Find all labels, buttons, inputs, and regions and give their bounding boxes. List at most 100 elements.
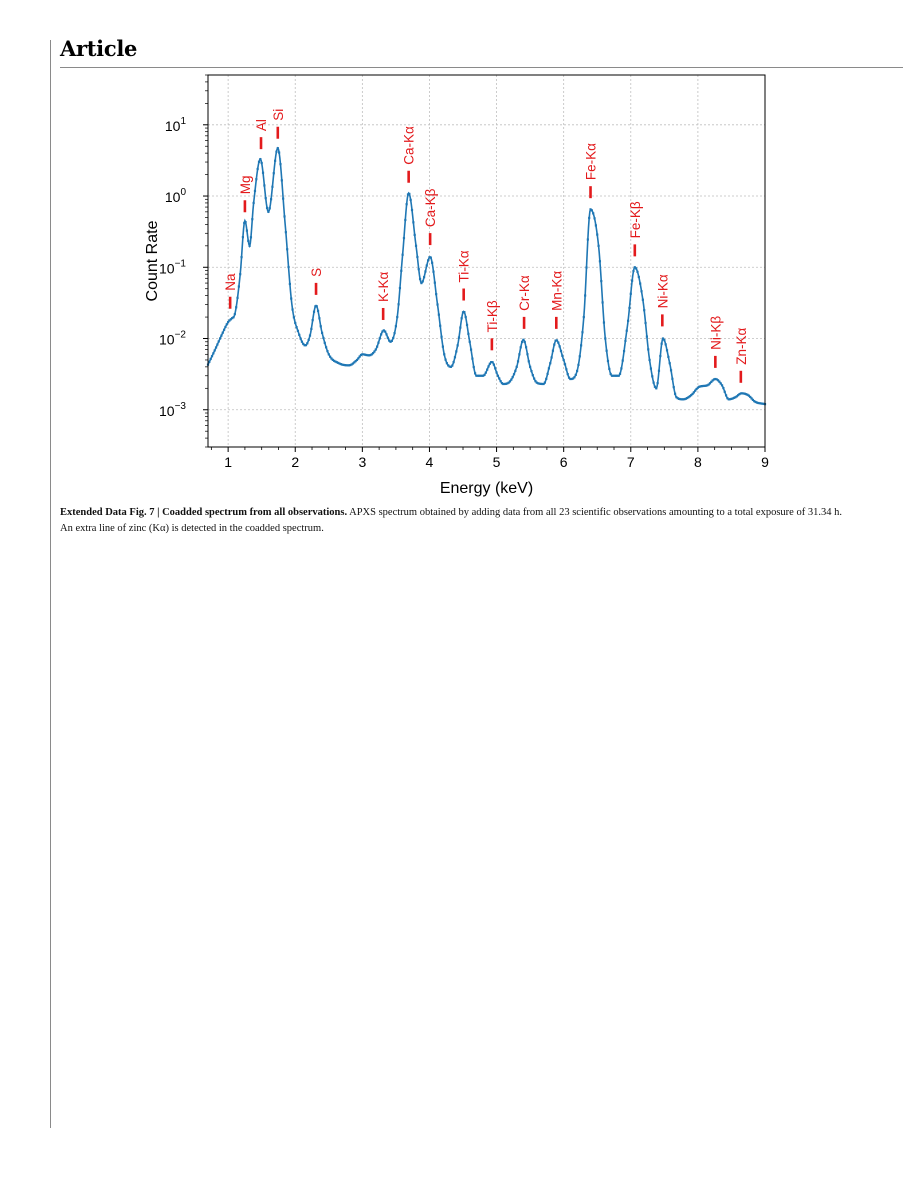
spectrum-point	[622, 349, 626, 353]
spectrum-point	[715, 378, 718, 381]
spectrum-point	[699, 385, 702, 388]
spectrum-point	[214, 346, 218, 349]
spectrum-point	[647, 348, 650, 351]
spectrum-point	[604, 337, 607, 340]
spectrum-point	[688, 395, 691, 398]
spectrum-point	[671, 377, 674, 380]
spectrum-point	[310, 327, 313, 331]
spectrum-point	[397, 303, 400, 306]
spectrum-point	[746, 393, 749, 396]
spectrum-point	[299, 337, 302, 340]
spectrum-point	[669, 369, 673, 372]
spectrum-point	[531, 374, 534, 377]
spectrum-point	[637, 275, 640, 279]
spectrum-point	[578, 355, 581, 358]
spectrum-point	[240, 256, 243, 259]
spectrum-point	[722, 387, 725, 390]
spectrum-point	[557, 341, 560, 344]
spectrum-point	[354, 360, 357, 363]
spectrum-point	[483, 373, 486, 376]
annotation-label: Si	[271, 109, 286, 121]
spectrum-line	[207, 146, 766, 405]
spectrum-point	[529, 365, 532, 368]
spectrum-point	[565, 368, 568, 371]
spectrum-point	[605, 349, 608, 352]
spectrum-point	[686, 396, 689, 400]
spectrum-point	[412, 221, 415, 224]
spectrum-point	[361, 353, 364, 356]
spectrum-point	[570, 377, 573, 381]
spectrum-point	[567, 376, 571, 379]
y-tick-label: 10−2	[159, 330, 186, 348]
spectrum-point	[679, 398, 682, 401]
spectrum-point	[257, 160, 261, 163]
spectrum-point	[716, 379, 720, 382]
spectrum-point	[643, 309, 646, 312]
spectrum-point	[702, 384, 705, 388]
line-annotation: Fe-Kβ	[628, 201, 643, 257]
spectrum-point	[327, 353, 330, 356]
spectrum-point	[359, 353, 363, 357]
line-annotation: Na	[223, 273, 238, 309]
spectrum-point	[366, 354, 369, 357]
margin-rule	[50, 40, 51, 1128]
annotation-label: Zn-Kα	[734, 328, 749, 365]
annotation-label: S	[309, 268, 324, 277]
spectrum-point	[410, 208, 414, 212]
spectrum-point	[473, 372, 477, 375]
spectrum-point	[618, 372, 622, 375]
spectrum-point	[683, 398, 686, 401]
spectrum-point	[737, 394, 740, 397]
spectrum-point	[453, 356, 457, 359]
spectrum-point	[664, 343, 667, 346]
spectrum-point	[341, 363, 344, 366]
spectrum-point	[563, 363, 567, 366]
spectrum-point	[444, 358, 447, 361]
spectrum-point	[367, 354, 371, 357]
spectrum-point	[431, 261, 434, 264]
spectrum-point	[334, 360, 337, 363]
spectrum-point	[675, 396, 678, 399]
spectrum-point	[323, 341, 326, 344]
spectrum-point	[290, 297, 293, 300]
spectrum-point	[268, 207, 271, 210]
spectrum-point	[476, 374, 479, 377]
spectrum-point	[523, 340, 526, 344]
spectrum-point	[534, 380, 537, 383]
figure-caption: Extended Data Fig. 7 | Coadded spectrum …	[60, 505, 850, 537]
spectrum-point	[663, 339, 666, 342]
x-tick-label: 3	[358, 454, 366, 470]
spectrum-point	[463, 311, 466, 314]
spectrum-point	[280, 179, 283, 182]
spectrum-point	[484, 371, 487, 374]
spectrum-point	[581, 331, 584, 334]
spectrum-point	[498, 377, 501, 380]
annotation-label: Ca-Kβ	[423, 188, 438, 227]
spectrum-point	[216, 343, 219, 346]
spectrum-point	[400, 269, 403, 272]
spectrum-point	[569, 377, 572, 381]
spectrum-point	[585, 266, 588, 269]
spectrum-point	[558, 345, 561, 348]
spectrum-point	[221, 331, 224, 334]
spectrum-point	[575, 369, 579, 373]
spectrum-point	[286, 248, 289, 251]
spectrum-point	[582, 315, 585, 319]
spectrum-point	[212, 352, 215, 355]
spectrum-point	[755, 401, 759, 404]
spectrum-point	[584, 294, 587, 297]
spectrum-point	[318, 317, 321, 320]
spectrum-point	[398, 286, 402, 290]
spectrum-point	[708, 382, 712, 385]
spectrum-point	[601, 301, 604, 304]
line-annotation: Cr-Kα	[517, 275, 532, 329]
spectrum-point	[641, 298, 644, 301]
caption-title: Coadded spectrum from all observations.	[162, 507, 348, 518]
spectrum-point	[499, 380, 502, 383]
spectrum-point	[758, 402, 761, 405]
spectrum-point	[220, 334, 223, 337]
spectrum-point	[730, 397, 733, 400]
spectrum-point	[416, 255, 419, 259]
spectrum-point	[306, 342, 309, 345]
